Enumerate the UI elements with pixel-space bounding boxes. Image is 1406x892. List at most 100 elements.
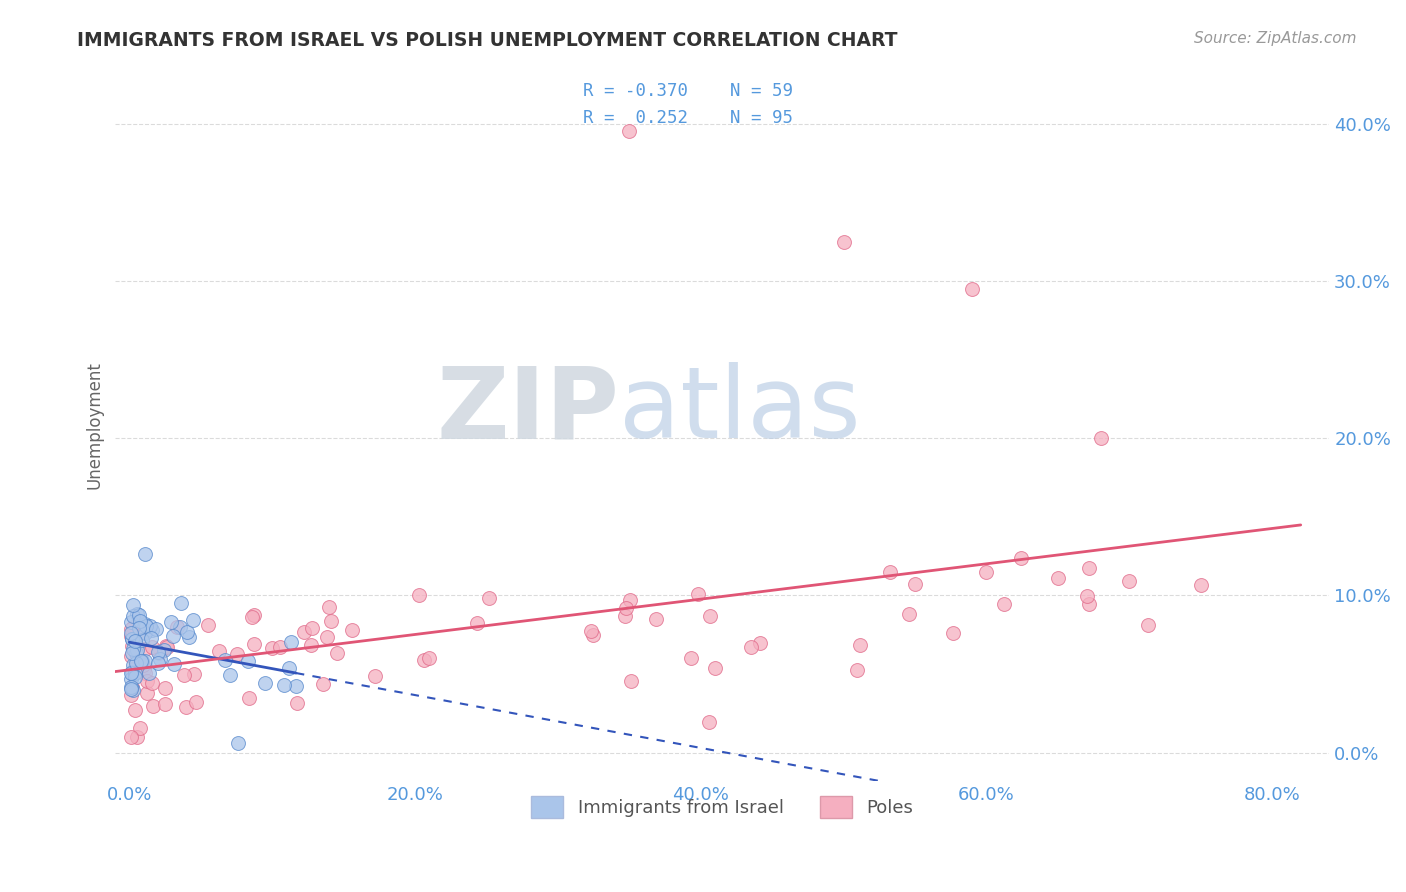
Point bbox=[120, 688, 142, 702]
Point bbox=[321, 615, 343, 629]
Point bbox=[181, 613, 204, 627]
Text: Source: ZipAtlas.com: Source: ZipAtlas.com bbox=[1194, 31, 1357, 46]
Point bbox=[120, 682, 142, 697]
Point bbox=[153, 681, 176, 695]
Point bbox=[125, 730, 148, 744]
Point bbox=[183, 666, 205, 681]
Point bbox=[142, 699, 165, 714]
Point bbox=[156, 640, 179, 654]
Point bbox=[146, 657, 169, 671]
Point bbox=[155, 697, 177, 711]
Point bbox=[976, 565, 998, 579]
Point bbox=[179, 630, 201, 644]
Point bbox=[162, 629, 184, 643]
Point bbox=[960, 282, 983, 296]
Point bbox=[1010, 551, 1032, 566]
Point bbox=[1046, 571, 1069, 585]
Point bbox=[120, 628, 142, 642]
Point bbox=[326, 646, 349, 660]
Y-axis label: Unemployment: Unemployment bbox=[86, 361, 103, 489]
Point bbox=[166, 620, 188, 634]
Point bbox=[898, 607, 921, 621]
Point bbox=[149, 644, 172, 658]
Point bbox=[121, 632, 143, 646]
Point bbox=[697, 714, 720, 729]
Point bbox=[131, 654, 153, 668]
Point bbox=[125, 639, 148, 653]
Text: IMMIGRANTS FROM ISRAEL VS POLISH UNEMPLOYMENT CORRELATION CHART: IMMIGRANTS FROM ISRAEL VS POLISH UNEMPLO… bbox=[77, 31, 898, 50]
Point bbox=[134, 654, 156, 668]
Point bbox=[121, 620, 143, 634]
Point bbox=[260, 640, 283, 655]
Point bbox=[849, 638, 872, 652]
Point bbox=[879, 566, 901, 580]
Point bbox=[478, 591, 501, 605]
Point bbox=[121, 609, 143, 624]
Point bbox=[236, 654, 259, 668]
Point bbox=[136, 686, 159, 700]
Point bbox=[131, 632, 153, 647]
Point bbox=[993, 597, 1015, 611]
Point bbox=[121, 632, 143, 647]
Point bbox=[124, 661, 146, 675]
Point bbox=[238, 690, 260, 705]
Point bbox=[121, 730, 143, 744]
Point bbox=[619, 124, 641, 138]
Text: R =  0.252    N = 95: R = 0.252 N = 95 bbox=[582, 109, 793, 127]
Point bbox=[124, 702, 146, 716]
Point bbox=[582, 628, 605, 642]
Point bbox=[149, 651, 172, 665]
Point bbox=[128, 608, 150, 623]
Point bbox=[135, 619, 157, 633]
Point bbox=[679, 651, 702, 665]
Point bbox=[170, 596, 193, 610]
Point bbox=[122, 598, 145, 612]
Point bbox=[699, 609, 721, 624]
Point bbox=[121, 646, 143, 660]
Point bbox=[148, 646, 170, 660]
Point bbox=[312, 676, 335, 690]
Point bbox=[146, 645, 169, 659]
Text: ZIP: ZIP bbox=[436, 362, 619, 459]
Point bbox=[364, 669, 387, 683]
Point bbox=[120, 615, 142, 629]
Point bbox=[315, 631, 337, 645]
Point bbox=[127, 607, 149, 622]
Point bbox=[1189, 578, 1212, 592]
Point bbox=[141, 640, 163, 655]
Point bbox=[242, 637, 264, 651]
Point bbox=[243, 607, 266, 622]
Point bbox=[186, 695, 208, 709]
Point bbox=[413, 653, 436, 667]
Point bbox=[128, 621, 150, 635]
Point bbox=[141, 676, 163, 690]
Point bbox=[214, 653, 236, 667]
Point bbox=[614, 601, 637, 615]
Point bbox=[176, 625, 198, 640]
Point bbox=[120, 666, 142, 681]
Point bbox=[124, 633, 146, 648]
Point bbox=[138, 665, 160, 680]
Point bbox=[124, 670, 146, 684]
Point bbox=[169, 620, 191, 634]
Point bbox=[153, 642, 176, 657]
Point bbox=[121, 683, 143, 698]
Point bbox=[408, 588, 430, 602]
Point bbox=[132, 662, 155, 676]
Text: atlas: atlas bbox=[619, 362, 860, 459]
Point bbox=[124, 665, 146, 680]
Point bbox=[342, 623, 364, 637]
Point bbox=[155, 640, 177, 654]
Point bbox=[120, 626, 142, 640]
Point bbox=[904, 577, 927, 591]
Point bbox=[134, 616, 156, 631]
Point bbox=[846, 663, 869, 677]
Point bbox=[218, 668, 240, 682]
Point bbox=[740, 640, 762, 655]
Point bbox=[124, 656, 146, 670]
Point bbox=[127, 643, 149, 657]
Point bbox=[120, 680, 142, 694]
Point bbox=[273, 678, 295, 692]
Point bbox=[1078, 561, 1101, 575]
Point bbox=[132, 624, 155, 639]
